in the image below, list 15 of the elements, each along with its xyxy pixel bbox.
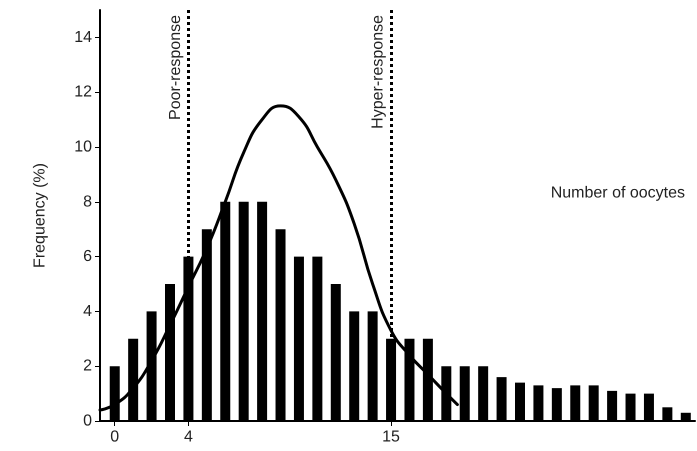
y-tick-label: 2 [83,358,92,375]
y-tick-label: 4 [83,302,92,320]
y-tick-label: 14 [74,28,92,46]
y-tick-label: 8 [83,193,92,210]
y-axis-title: Frequency (%) [32,163,48,268]
x-tick-label: 4 [184,428,193,446]
y-tick-label: 10 [74,138,92,156]
x-tick-label: 15 [382,428,400,446]
y-tick-label: 12 [74,84,92,101]
ref-line-label: Poor-response [166,14,184,120]
x-axis-title: Number of oocytes [550,184,685,202]
y-tick-label: 6 [83,248,92,266]
x-tick-label: 0 [110,428,120,446]
ref-line-label: Hyper-response [370,14,387,129]
y-tick-label: 0 [83,412,92,430]
